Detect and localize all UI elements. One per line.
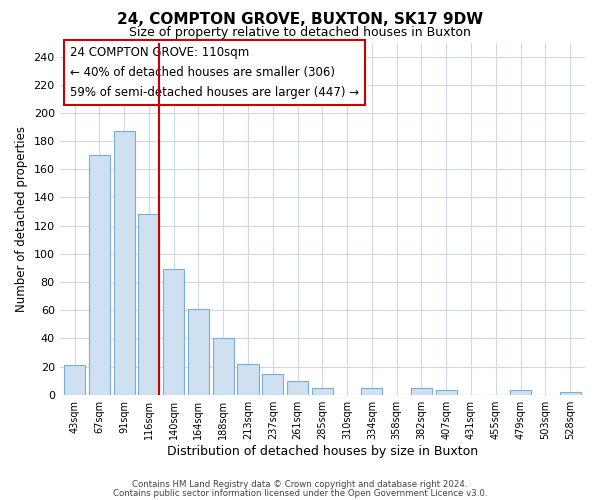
X-axis label: Distribution of detached houses by size in Buxton: Distribution of detached houses by size … [167, 444, 478, 458]
Bar [262, 374, 283, 394]
Bar [188, 309, 209, 394]
Bar [212, 338, 234, 394]
Bar [163, 270, 184, 394]
Bar [139, 214, 160, 394]
Text: 24, COMPTON GROVE, BUXTON, SK17 9DW: 24, COMPTON GROVE, BUXTON, SK17 9DW [117, 12, 483, 28]
Y-axis label: Number of detached properties: Number of detached properties [15, 126, 28, 312]
Bar [238, 364, 259, 394]
Bar [510, 390, 531, 394]
Text: 24 COMPTON GROVE: 110sqm
← 40% of detached houses are smaller (306)
59% of semi-: 24 COMPTON GROVE: 110sqm ← 40% of detach… [70, 46, 359, 99]
Bar [560, 392, 581, 394]
Text: Size of property relative to detached houses in Buxton: Size of property relative to detached ho… [129, 26, 471, 39]
Text: Contains HM Land Registry data © Crown copyright and database right 2024.: Contains HM Land Registry data © Crown c… [132, 480, 468, 489]
Bar [312, 388, 333, 394]
Bar [89, 155, 110, 394]
Bar [436, 390, 457, 394]
Bar [361, 388, 382, 394]
Bar [113, 132, 134, 394]
Text: Contains public sector information licensed under the Open Government Licence v3: Contains public sector information licen… [113, 489, 487, 498]
Bar [287, 380, 308, 394]
Bar [411, 388, 432, 394]
Bar [64, 365, 85, 394]
